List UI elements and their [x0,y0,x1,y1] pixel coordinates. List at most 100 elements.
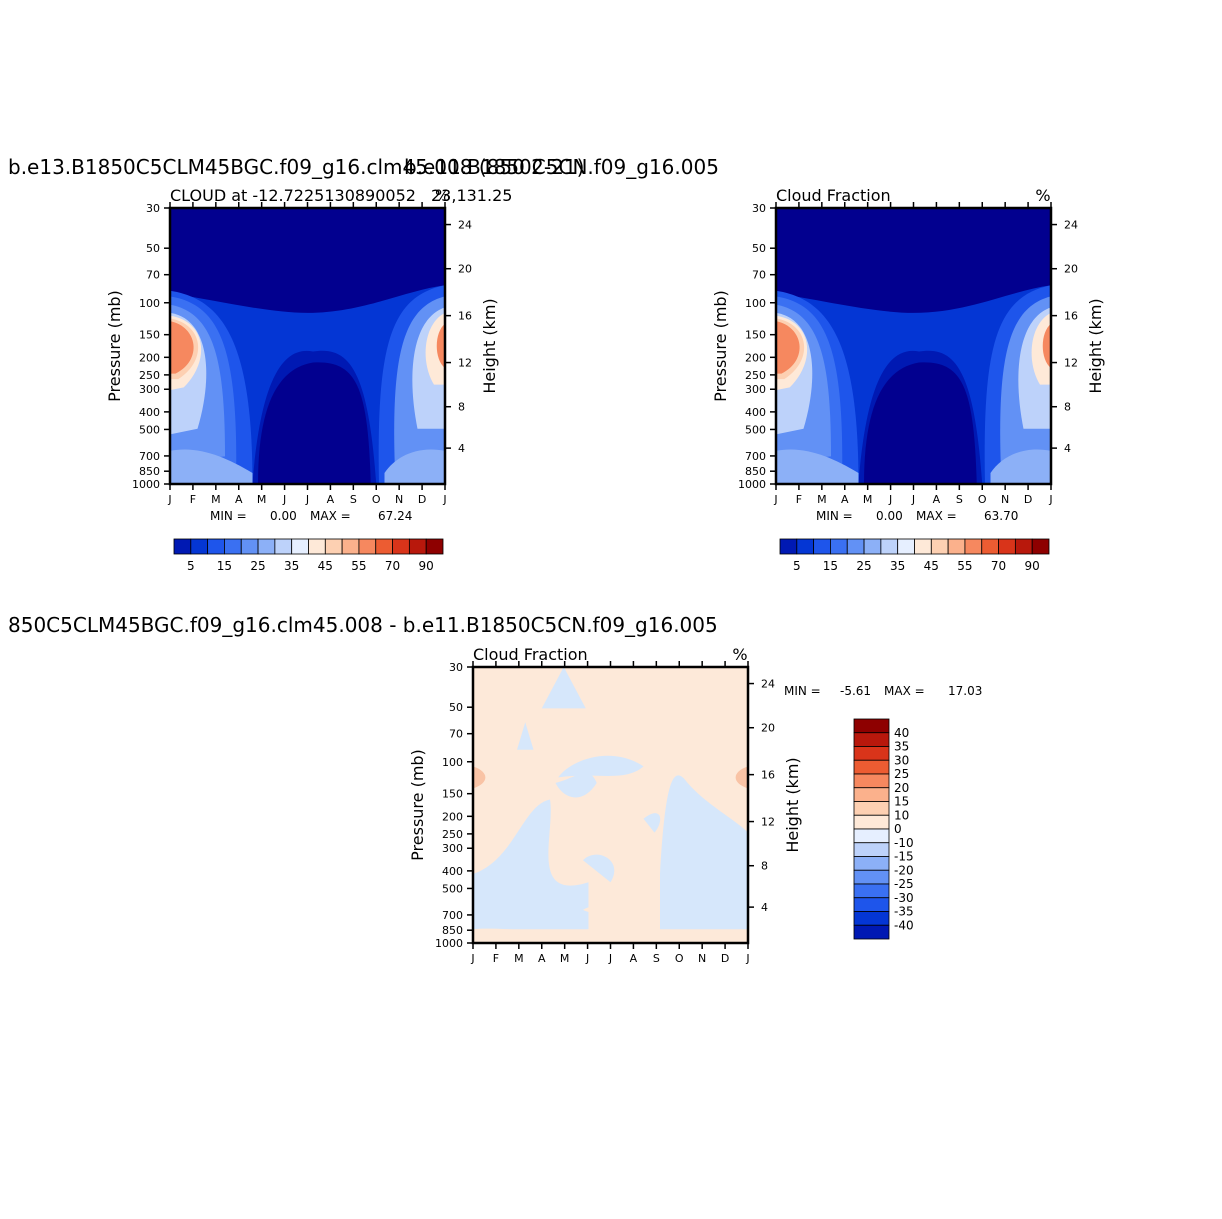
negative-region-6 [660,775,748,930]
colorbar-label: 45 [924,559,939,573]
colorbar-swatch [830,538,848,555]
colorbar-swatch [853,842,890,857]
colorbar-swatch [880,538,899,555]
negative-region-1 [517,722,534,750]
y2-tick-label: 4 [1064,442,1071,455]
x-tick-label: J [282,493,286,506]
y-tick-label: 400 [745,406,766,419]
y-tick-label: 100 [745,297,766,310]
field-group [473,667,748,943]
max-label: MAX = [310,509,351,523]
colorbar-label: 15 [894,795,909,809]
y-tick-label: 30 [146,202,160,215]
y-tick-label: 200 [139,351,160,364]
colorbar-label: -15 [894,850,914,864]
y2-tick-label: 20 [761,722,775,735]
y-tick-label: 700 [139,450,160,463]
hot-patch-right [735,766,748,789]
x-tick-label: D [721,952,729,965]
x-tick-label: S [350,493,357,506]
colorbar-swatch [207,538,225,555]
y2-tick-label: 16 [761,769,775,782]
y-tick-label: 500 [442,882,463,895]
contour-region-14 [436,323,445,369]
colorbar-swatch [846,538,865,555]
panel-difference: J F M A M J J A S O N D J305070100150200250300400500… [408,645,982,965]
x-tick-label: D [418,493,426,506]
colorbar-label: 35 [894,740,909,754]
x-tick-label: O [978,493,987,506]
panel-subtitle-right: 23,131.25 [431,186,512,205]
panel-unit: % [435,186,450,205]
colorbar-swatch [796,538,815,555]
x-tick-label: F [190,493,196,506]
y-tick-label: 70 [752,269,766,282]
colorbar-label: -10 [894,836,914,850]
y2-tick-label: 12 [761,816,775,829]
colorbar-swatch [425,538,444,555]
panel-subtitle-left: Cloud Fraction [473,645,588,664]
y2-tick-label: 24 [1064,219,1078,232]
colorbar-label: 15 [823,559,838,573]
contour-region-9 [776,321,800,374]
title-left: b.e13.B1850C5CLM45BGC.f09_g16.clm45.008 … [8,155,584,179]
y2-tick-label: 16 [1064,310,1078,323]
colorbar-swatch [324,538,343,555]
field-group [170,208,445,484]
colorbar-label: 45 [318,559,333,573]
y-tick-label: 850 [139,465,160,478]
colorbar-swatch [291,538,309,555]
x-tick-label: J [585,952,589,965]
colorbar-swatch [853,773,890,789]
x-tick-label: J [442,493,446,506]
x-tick-label: F [493,952,499,965]
y-tick-label: 400 [139,406,160,419]
y-tick-label: 50 [146,242,160,255]
contour-region-2 [864,362,977,484]
field-group [776,208,1051,484]
y2-tick-label: 8 [458,401,465,414]
colorbar-label: -25 [894,877,914,891]
contour-region-15 [170,449,253,484]
y2-tick-label: 12 [1064,357,1078,370]
y-tick-label: 200 [442,810,463,823]
colorbar-swatch [930,538,949,555]
max-value: 67.24 [378,509,412,523]
y-tick-label: 200 [745,351,766,364]
colorbar-swatch [274,538,293,555]
x-tick-label: S [956,493,963,506]
colorbar-label: 5 [187,559,195,573]
colorbar-swatch [308,538,326,555]
y-tick-label: 70 [146,269,160,282]
colorbar-label: 70 [385,559,400,573]
x-tick-label: O [675,952,684,965]
y-tick-label: 150 [745,329,766,342]
x-tick-label: J [1048,493,1052,506]
y-tick-label: 500 [745,423,766,436]
max-value: 63.70 [984,509,1018,523]
panel-unit: % [1035,186,1050,205]
colorbar-label: 30 [894,753,909,767]
colorbar-label: -40 [894,918,914,932]
panel-subtitle-left: Cloud Fraction [776,186,891,205]
x-tick-label: J [305,493,309,506]
y-tick-label: 300 [745,383,766,396]
y-tick-label: 300 [139,383,160,396]
y-tick-label: 30 [752,202,766,215]
negative-region-3 [555,772,597,798]
contour-region-9 [170,321,194,374]
y2-tick-label: 16 [458,310,472,323]
x-tick-label: M [863,493,873,506]
bottom-positive [473,928,589,943]
y-axis-label: Pressure (mb) [711,290,730,402]
colorbar-label: 25 [856,559,871,573]
x-tick-label: J [470,952,474,965]
x-tick-label: S [653,952,660,965]
colorbar-label: 5 [793,559,801,573]
colorbar-label: 20 [894,781,909,795]
colorbar-label: 25 [894,767,909,781]
colorbar-swatch [853,787,890,802]
x-tick-label: J [167,493,171,506]
